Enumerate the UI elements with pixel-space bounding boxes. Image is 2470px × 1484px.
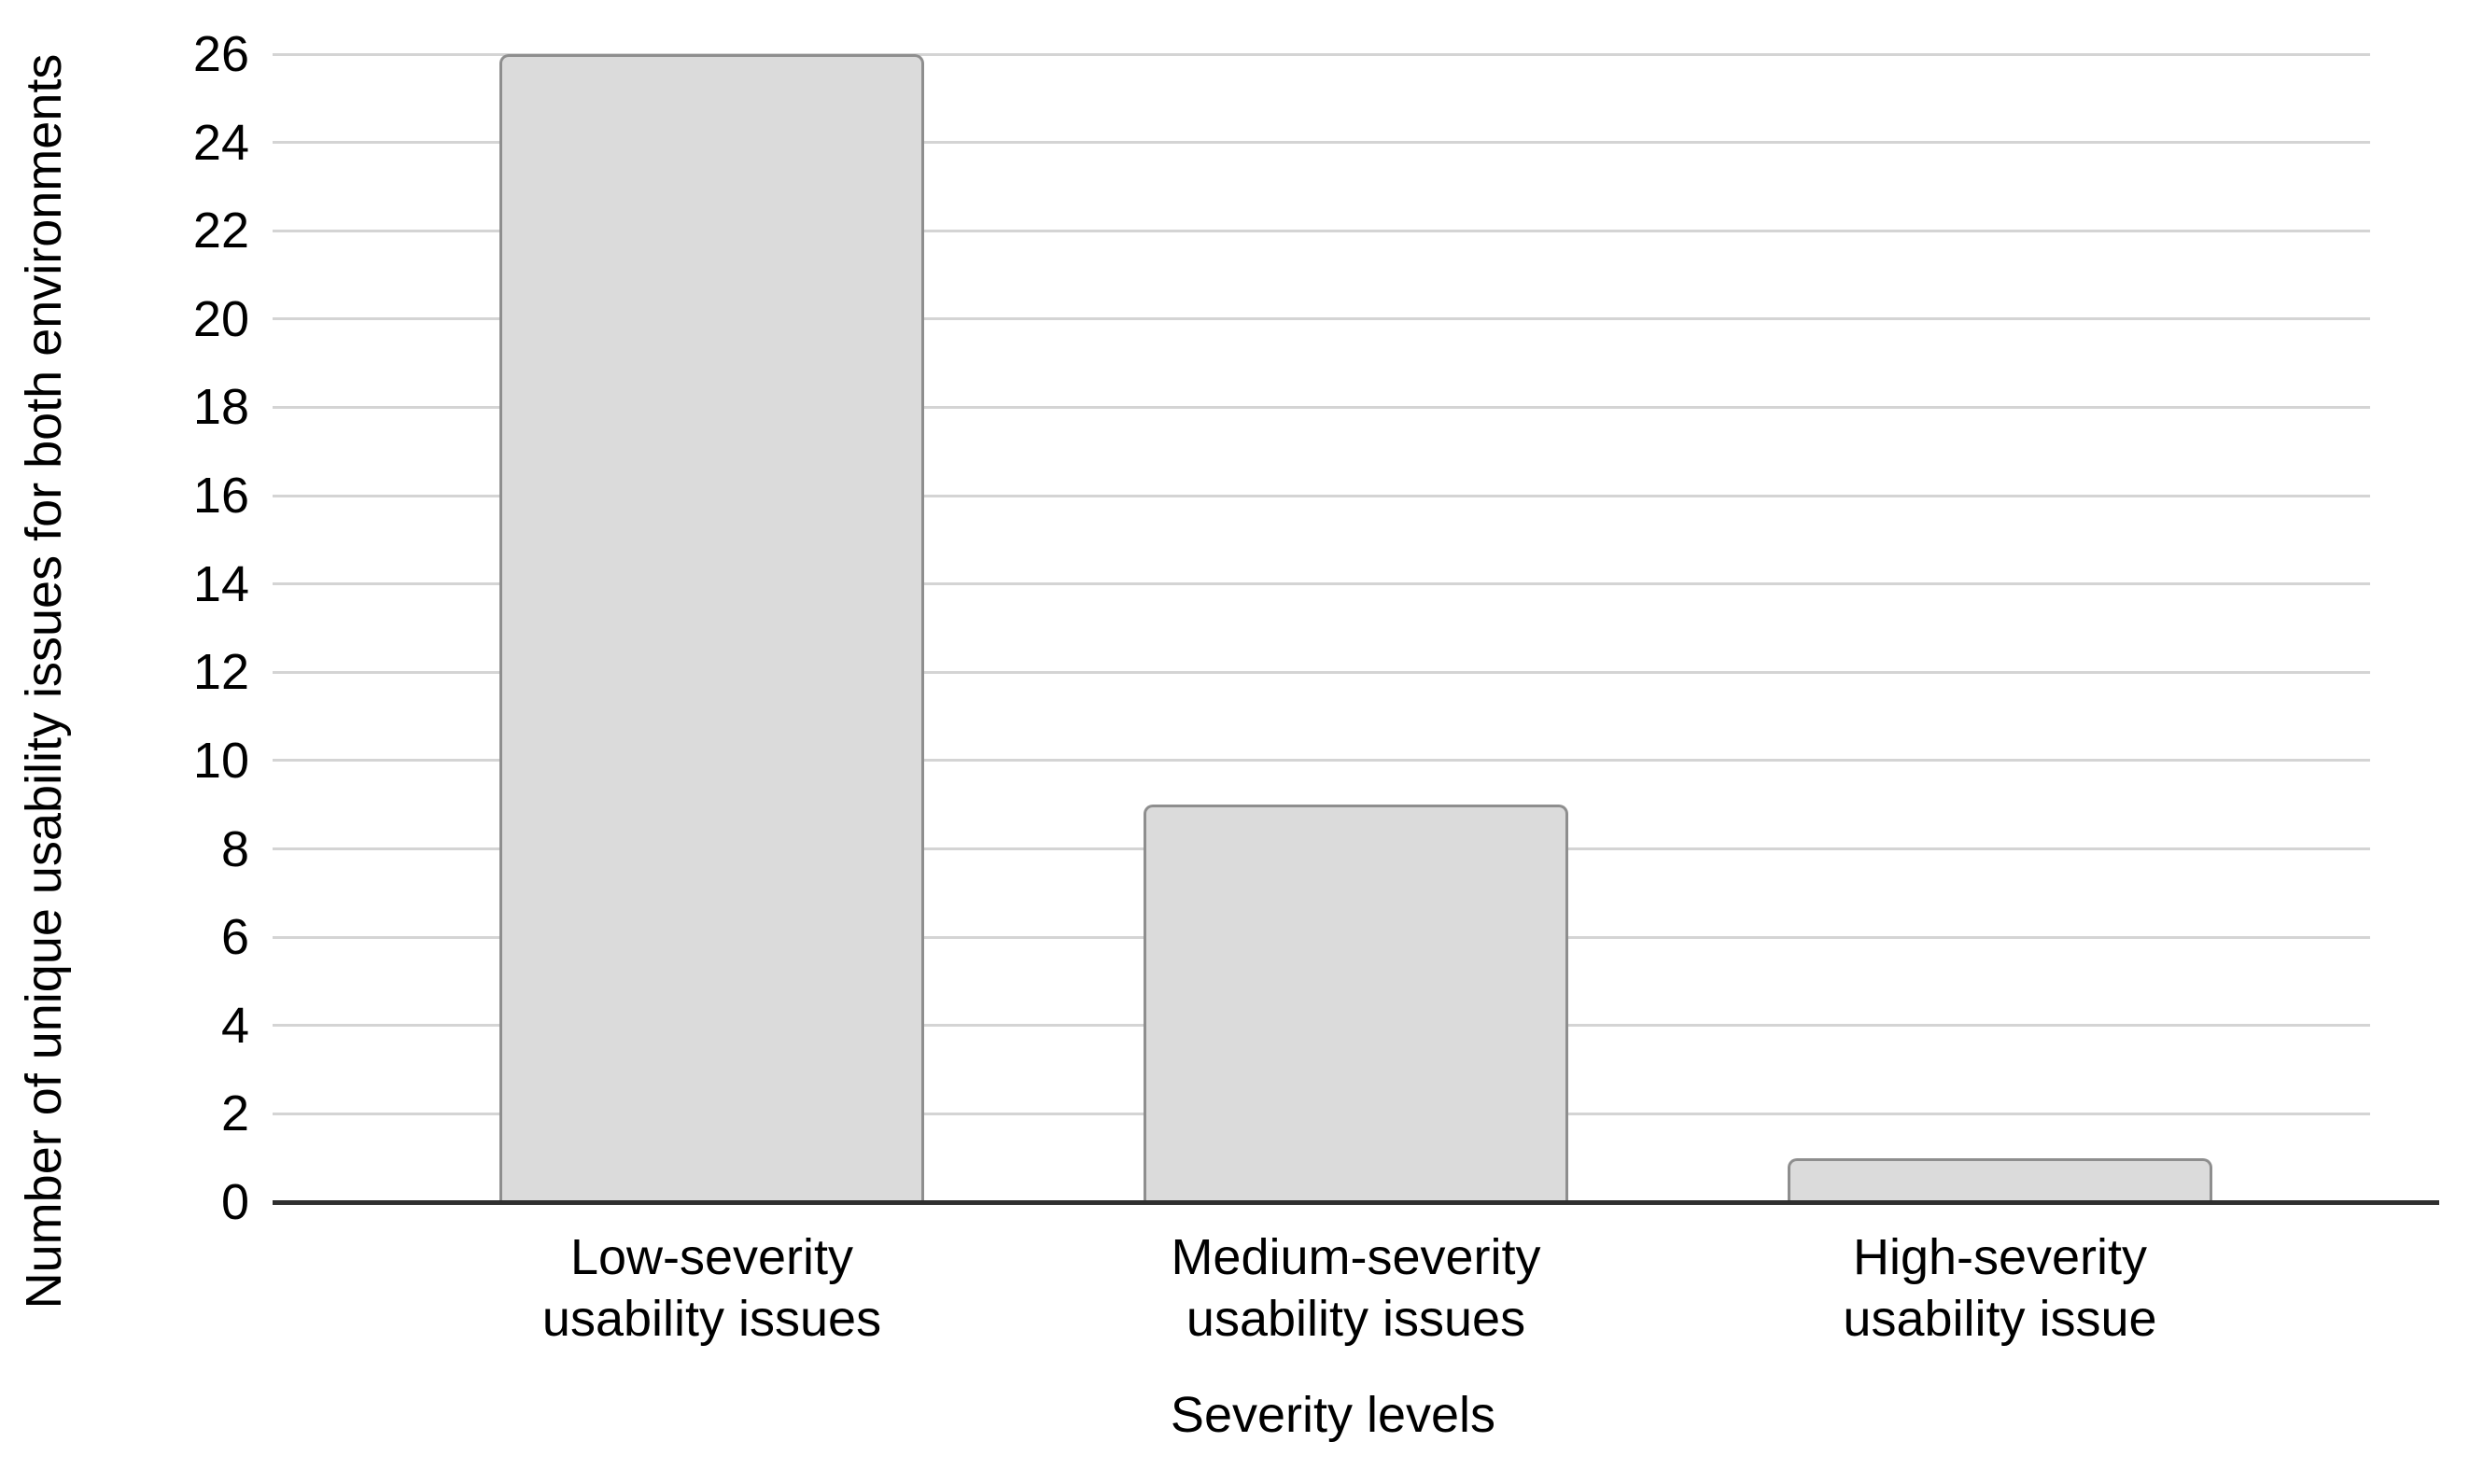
y-tick-label: 10 bbox=[192, 732, 249, 789]
x-axis-baseline bbox=[273, 1200, 2439, 1205]
gridline bbox=[273, 141, 2370, 145]
y-tick-label: 26 bbox=[192, 26, 249, 82]
y-tick-label: 18 bbox=[192, 379, 249, 436]
gridline bbox=[273, 670, 2370, 674]
gridline bbox=[273, 52, 2370, 56]
y-tick-label: 2 bbox=[220, 1085, 249, 1142]
y-tick-label: 14 bbox=[192, 555, 249, 612]
y-tick-label: 0 bbox=[220, 1174, 249, 1230]
bar bbox=[1144, 805, 1568, 1202]
gridline bbox=[273, 759, 2370, 763]
y-tick-label: 24 bbox=[192, 114, 249, 171]
gridline bbox=[273, 229, 2370, 232]
x-category-label: Medium-severity usability issues bbox=[1171, 1229, 1541, 1347]
gridline bbox=[273, 317, 2370, 321]
y-tick-label: 20 bbox=[192, 290, 249, 347]
gridline bbox=[273, 405, 2370, 409]
y-tick-label: 8 bbox=[220, 820, 249, 877]
y-tick-label: 16 bbox=[192, 468, 249, 525]
x-category-label: High-severity usability issue bbox=[1843, 1229, 2157, 1347]
plot-area bbox=[273, 52, 2370, 1202]
bar bbox=[499, 54, 924, 1202]
gridline bbox=[273, 494, 2370, 497]
y-tick-label: 12 bbox=[192, 644, 249, 701]
gridline bbox=[273, 582, 2370, 586]
y-tick-label: 6 bbox=[220, 909, 249, 966]
x-category-label: Low-severity usability issues bbox=[541, 1229, 882, 1347]
bar bbox=[1788, 1157, 2212, 1202]
y-tick-label: 4 bbox=[220, 997, 249, 1054]
y-tick-label: 22 bbox=[192, 203, 249, 259]
x-axis-title: Severity levels bbox=[1170, 1387, 1496, 1443]
